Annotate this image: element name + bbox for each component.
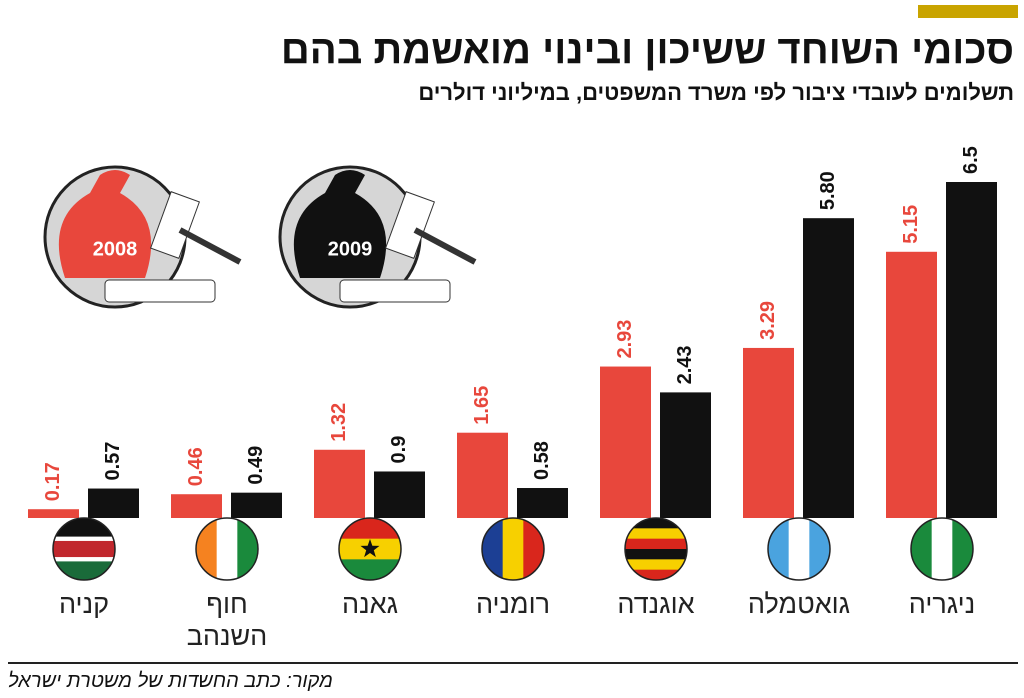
flag-border <box>338 517 402 581</box>
flag <box>482 518 544 580</box>
category-label: קניה <box>58 589 110 619</box>
value-label: 1.65 <box>471 386 493 425</box>
legend-label: 2008 <box>93 238 138 260</box>
flag <box>339 518 401 580</box>
flag-stripe <box>625 549 687 560</box>
value-label: 0.49 <box>245 446 267 485</box>
flag-border <box>767 517 831 581</box>
flag-stripe <box>339 559 401 580</box>
flag-stripe <box>339 518 401 540</box>
category-label: אוגנדה <box>617 589 695 619</box>
bar <box>231 492 282 518</box>
value-label: 2.93 <box>614 320 636 359</box>
source-note: מקור: כתב החשדות של משטרת ישראל <box>8 670 333 692</box>
category-label: גואטמלה <box>747 589 851 619</box>
value-label: 2.43 <box>674 345 696 384</box>
flag-stripe <box>768 518 790 580</box>
category-label: חוף השנהב <box>186 589 268 651</box>
flag-stripe <box>625 559 687 571</box>
flag-stripe <box>952 518 973 580</box>
bar <box>374 471 425 518</box>
money-bag <box>58 170 152 278</box>
flag-stripe <box>237 518 258 580</box>
value-label: 0.46 <box>185 447 207 486</box>
value-label: 5.80 <box>817 171 839 210</box>
category-label: רומניה <box>475 589 551 619</box>
flag-stripe <box>625 518 687 529</box>
flag-stripe <box>625 528 687 540</box>
flag-stripe <box>53 557 115 562</box>
chart-subtitle: תשלומים לעובדי ציבור לפי משרד המשפטים, ב… <box>418 80 1014 105</box>
bar <box>600 366 651 518</box>
legend-label: 2009 <box>328 238 373 260</box>
flag-stripe <box>482 518 504 580</box>
bar <box>660 392 711 518</box>
gavel-base <box>339 279 451 303</box>
gavel-base <box>104 279 216 303</box>
bar <box>743 347 794 518</box>
bar <box>886 251 937 519</box>
category-label: גאנה <box>342 589 398 619</box>
money-bag <box>293 170 387 278</box>
value-label: 0.17 <box>42 462 64 501</box>
flag-border <box>624 517 688 581</box>
flag <box>196 518 258 580</box>
flag <box>768 518 830 580</box>
value-label: 1.32 <box>328 403 350 442</box>
flag-border <box>195 517 259 581</box>
flag <box>625 518 687 580</box>
value-label: 0.9 <box>388 436 410 464</box>
flag-stripe <box>53 540 115 558</box>
flag-stripe <box>911 518 933 580</box>
bar <box>171 494 222 518</box>
flag-border <box>481 517 545 581</box>
flag <box>911 518 973 580</box>
flag-stripe <box>502 518 524 580</box>
bar <box>457 432 508 518</box>
flag-stripe <box>788 518 810 580</box>
flag-stripe <box>625 569 687 580</box>
legend-2008 <box>43 165 242 309</box>
bar <box>314 449 365 518</box>
flag-stripe <box>809 518 830 580</box>
bar <box>517 488 568 518</box>
accent-bar <box>918 5 1018 18</box>
flag-star <box>360 539 380 558</box>
flag-stripe <box>53 536 115 542</box>
bar <box>946 182 997 518</box>
category-label: ניגריה <box>908 589 976 619</box>
value-label: 0.57 <box>102 442 124 481</box>
bar <box>88 488 139 518</box>
flag-border <box>52 517 116 581</box>
gavel-head <box>385 191 435 259</box>
gavel-handle <box>413 227 477 265</box>
gavel-handle <box>178 227 242 265</box>
flag-stripe <box>196 518 218 580</box>
value-label: 5.15 <box>900 205 922 244</box>
flag-stripe <box>523 518 544 580</box>
flag-stripe <box>931 518 953 580</box>
legend-2009 <box>278 165 477 309</box>
chart-title: סכומי השוחד ששיכון ובינוי מואשמת בהם <box>280 28 1014 72</box>
bar <box>28 509 79 518</box>
value-label: 3.29 <box>757 301 779 340</box>
value-label: 6.5 <box>960 146 982 174</box>
flag-stripe <box>216 518 238 580</box>
value-label: 0.58 <box>531 441 553 480</box>
gavel-head <box>150 191 200 259</box>
flag-stripe <box>625 538 687 550</box>
flag-border <box>910 517 974 581</box>
bar <box>803 218 854 518</box>
